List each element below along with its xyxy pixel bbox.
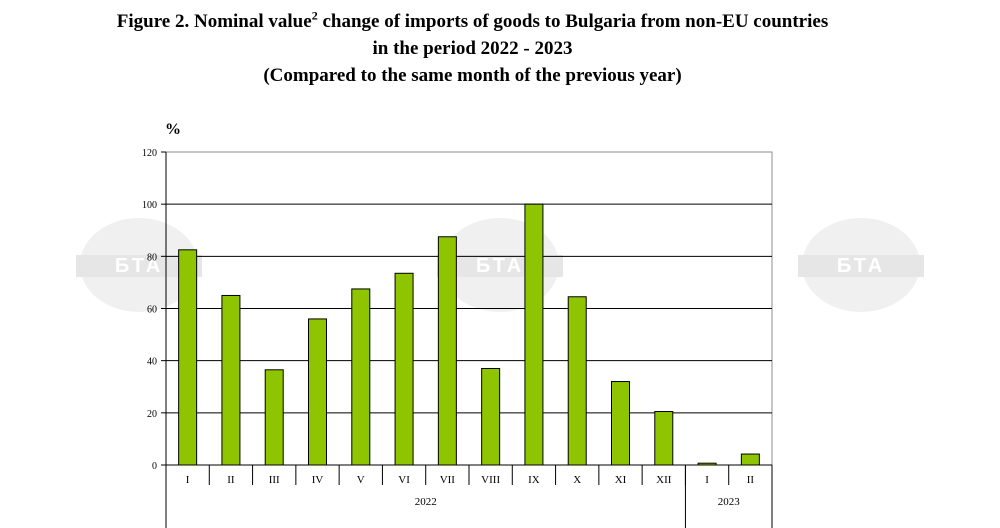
x-tick-label: II xyxy=(747,474,755,486)
title-footnote-mark: 2 xyxy=(311,8,318,23)
bar xyxy=(697,462,717,466)
x-tick-label: IX xyxy=(528,474,540,486)
y-tick-label: 120 xyxy=(142,148,157,159)
bar xyxy=(308,318,327,466)
bar xyxy=(481,367,501,466)
watermark-logo-right: БТА xyxy=(798,218,924,312)
bar xyxy=(394,272,414,466)
title-suffix: change of imports of goods to Bulgaria f… xyxy=(317,11,829,32)
x-tick-label: XI xyxy=(615,474,627,486)
watermark-text: БТА xyxy=(76,255,202,277)
x-tick-label: I xyxy=(186,474,190,486)
x-tick-label: XII xyxy=(656,474,672,486)
group-label: 2023 xyxy=(718,496,741,508)
x-tick-label: VIII xyxy=(481,474,500,486)
x-tick-label: VII xyxy=(440,474,456,486)
y-tick-label: 80 xyxy=(147,252,157,263)
bar xyxy=(437,236,457,466)
bar xyxy=(740,453,760,466)
figure-title: Figure 2. Nominal value2 change of impor… xyxy=(0,8,945,89)
x-tick-label: V xyxy=(357,474,365,486)
bar xyxy=(567,296,587,466)
bar xyxy=(178,249,198,466)
watermark-text: БТА xyxy=(798,255,924,277)
x-tick-label: III xyxy=(269,474,280,486)
title-prefix: Figure 2. Nominal value xyxy=(116,11,312,32)
title-line-1: Figure 2. Nominal value2 change of impor… xyxy=(0,8,945,35)
bar xyxy=(264,369,284,466)
bar xyxy=(524,203,544,466)
title-line-3: (Compared to the same month of the previ… xyxy=(263,65,682,86)
title-line-2: in the period 2022 - 2023 xyxy=(372,38,573,59)
bar xyxy=(221,294,241,466)
x-tick-label: IV xyxy=(312,474,324,486)
y-tick-label: 100 xyxy=(142,200,157,211)
bar xyxy=(654,411,674,466)
x-tick-label: X xyxy=(573,474,581,486)
y-tick-label: 60 xyxy=(147,305,157,316)
group-label: 2022 xyxy=(415,496,437,508)
bar xyxy=(611,381,630,466)
y-tick-label: 0 xyxy=(152,461,157,472)
y-tick-label: 20 xyxy=(147,409,157,420)
x-tick-label: II xyxy=(227,474,235,486)
y-axis-label: % xyxy=(165,121,181,138)
bar xyxy=(351,288,371,466)
x-tick-label: VI xyxy=(398,474,410,486)
y-tick-label: 40 xyxy=(147,357,157,368)
x-tick-label: I xyxy=(705,474,709,486)
